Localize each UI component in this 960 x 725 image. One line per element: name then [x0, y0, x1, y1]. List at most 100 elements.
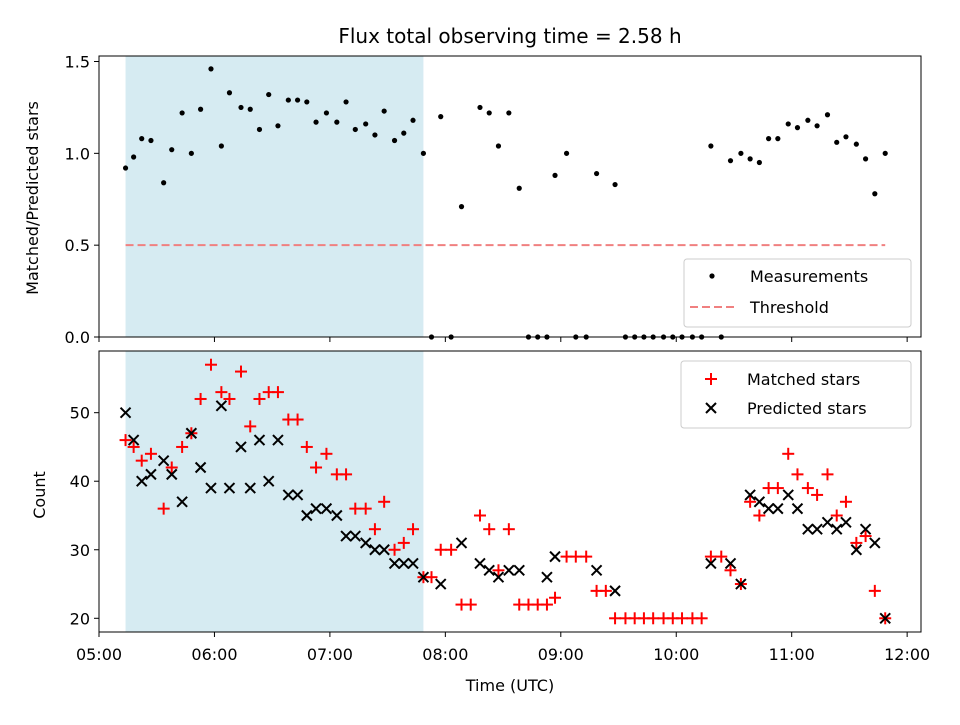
matched-star-point	[492, 564, 505, 577]
x-tick-label: 06:00	[191, 645, 237, 664]
top-panel: 0.0 0.5 1.0 1.5 Flux total observing time =…	[23, 24, 922, 347]
measurement-point	[805, 117, 811, 123]
predicted-star-point	[474, 557, 486, 570]
predicted-star-point	[549, 550, 561, 563]
predicted-star-point	[735, 578, 747, 590]
measurement-point	[853, 141, 859, 147]
matched-star-point	[407, 523, 420, 536]
measurement-point	[843, 134, 849, 140]
measurement-point	[188, 150, 194, 156]
matched-star-point	[291, 413, 304, 426]
matched-star-point	[830, 509, 843, 522]
predicted-star-point	[310, 502, 322, 515]
predicted-star-point	[879, 612, 891, 624]
measurement-point	[247, 106, 253, 112]
predicted-star-point	[762, 502, 775, 515]
measurement-point	[352, 126, 358, 133]
matched-star-point	[464, 598, 477, 611]
matched-star-point	[349, 502, 362, 515]
matched-star-point	[782, 447, 795, 460]
matched-star-point	[204, 358, 217, 371]
measurement-point	[122, 165, 129, 171]
measurement-point	[862, 156, 869, 162]
y-tick-label: 20	[70, 609, 90, 628]
measurement-point	[824, 112, 831, 118]
measurement-point	[197, 106, 204, 112]
x-tick-label: 08:00	[422, 645, 468, 664]
measurement-point	[161, 180, 167, 186]
measurement-point	[747, 156, 753, 162]
matched-star-point	[483, 523, 496, 536]
top-x-ticks	[98, 337, 908, 342]
measurement-point	[552, 172, 558, 178]
matched-star-point	[215, 386, 228, 399]
predicted-star-point	[185, 427, 198, 439]
measurement-point	[727, 158, 734, 164]
matched-star-point	[310, 461, 323, 474]
measurement-point	[766, 136, 772, 142]
x-axis-label: Time (UTC)	[465, 676, 554, 695]
matched-star-point	[695, 612, 708, 625]
matched-star-point	[502, 523, 515, 536]
matched-star-point	[868, 584, 881, 597]
measurement-point	[131, 154, 137, 160]
measurement-point	[882, 150, 888, 156]
predicted-star-point	[157, 454, 170, 467]
measurement-point	[438, 114, 444, 120]
matched-star-point	[724, 564, 737, 577]
predicted-star-point	[407, 557, 419, 570]
predicted-star-point	[145, 468, 157, 481]
measurement-point	[785, 121, 791, 127]
predicted-star-point	[590, 564, 603, 577]
predicted-star-point	[541, 571, 553, 583]
top-y-axis-label: Matched/Predicted stars	[23, 101, 42, 295]
measurement-point	[275, 123, 281, 129]
bottom-y-axis-label: Count	[30, 471, 49, 519]
y-tick-label: 1.0	[65, 144, 90, 163]
predicted-star-point	[753, 496, 766, 508]
bottom-shaded-span	[125, 351, 424, 632]
predicted-star-point	[194, 461, 207, 474]
predicted-star-point	[136, 475, 148, 487]
matched-star-point	[144, 447, 157, 460]
measurement-point	[756, 159, 762, 166]
predicted-star-point	[513, 564, 525, 577]
matched-star-point	[715, 550, 728, 563]
measurement-point	[218, 143, 224, 149]
predicted-star-point	[840, 516, 852, 529]
predicted-star-point	[492, 571, 505, 583]
legend-measurements-label: Measurements	[750, 267, 868, 286]
x-tick-label: 11:00	[769, 645, 815, 664]
bottom-y-ticks: 20 30 40 50	[70, 404, 99, 628]
bottom-panel: 20 30 40 50 05:00 06:00 07:00 08:00 09:00 10:00 1…	[30, 350, 930, 695]
matched-star-point	[791, 468, 804, 481]
predicted-star-point	[435, 578, 447, 590]
measurement-point	[304, 99, 310, 105]
predicted-star-point	[772, 502, 784, 515]
measurement-point	[814, 123, 820, 129]
predicted-star-point	[349, 530, 362, 542]
measurement-point	[285, 97, 291, 103]
measurement-point	[381, 108, 387, 114]
matched-star-point	[119, 434, 132, 447]
measurement-point	[872, 191, 878, 197]
matched-star-point	[378, 495, 391, 508]
measurement-point	[708, 143, 714, 149]
count-points	[119, 358, 892, 625]
top-legend: Measurements Threshold	[683, 258, 912, 328]
measurement-point	[834, 139, 840, 145]
matched-star-point	[753, 509, 766, 522]
y-tick-label: 50	[70, 404, 90, 423]
x-tick-label: 10:00	[653, 645, 699, 664]
matched-star-point	[340, 468, 353, 481]
matched-star-point	[176, 440, 189, 453]
predicted-star-point	[301, 509, 313, 522]
predicted-star-point	[869, 537, 881, 549]
top-y-ticks: 0.0 0.5 1.0 1.5	[65, 53, 99, 347]
y-tick-label: 0.0	[65, 328, 90, 347]
matched-star-point	[135, 454, 148, 467]
measurement-point	[391, 137, 398, 144]
measurement-point	[313, 119, 319, 125]
predicted-star-point	[388, 557, 401, 570]
predicted-star-point	[320, 502, 333, 515]
